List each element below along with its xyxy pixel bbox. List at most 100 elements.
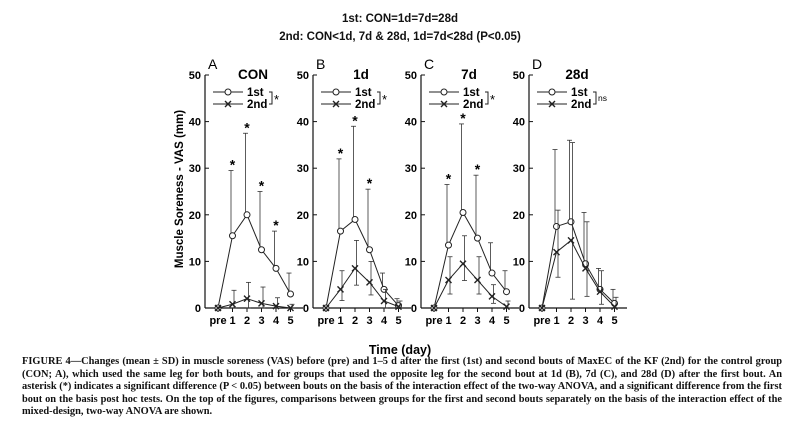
figure-panels: Muscle Soreness - VAS (mm) Time (day) 0 1… (174, 56, 627, 357)
legend-label-1st: 1st (355, 87, 372, 99)
legend-marker-1st (440, 88, 448, 96)
legend-bracket (485, 91, 489, 105)
data-point-2nd (395, 303, 402, 311)
asterisk: * (460, 110, 466, 126)
x-tick-label: 3 (582, 315, 588, 327)
y-tick-label: 10 (297, 256, 309, 268)
x-tick-label: pre (317, 315, 334, 327)
y-tick-label: 20 (405, 210, 417, 222)
legend-marker-2nd (440, 100, 448, 108)
y-tick-label: 0 (303, 303, 309, 315)
header-line-1: 1st: CON=1d=7d=28d (341, 13, 458, 25)
y-axis-title: Muscle Soreness - VAS (mm) (174, 110, 186, 268)
data-point-1st (337, 227, 344, 235)
data-point-1st (351, 215, 359, 223)
data-point-2nd (474, 276, 481, 284)
y-tick-label: 40 (297, 117, 309, 129)
panel-letter: A (208, 56, 218, 72)
data-point-2nd (229, 300, 236, 308)
x-tick-label: pre (425, 315, 442, 327)
x-tick-label: 5 (503, 315, 509, 327)
legend-label-2nd: 2nd (355, 99, 375, 111)
y-tick-label: 20 (297, 210, 309, 222)
panel-letter: B (316, 56, 325, 72)
data-point-2nd (366, 278, 373, 286)
x-tick-label: 1 (445, 315, 451, 327)
header-line-2: 2nd: CON<1d, 7d & 28d, 1d=7d<28d (P<0.05… (279, 31, 521, 43)
y-tick-label: 0 (195, 303, 201, 315)
caption-label: FIGURE 4 (22, 356, 71, 367)
data-point-2nd (445, 276, 452, 284)
legend-bracket (269, 91, 273, 105)
data-point-2nd (459, 260, 467, 268)
x-tick-label: 3 (474, 315, 480, 327)
asterisk: * (230, 157, 236, 173)
legend-significance: * (274, 92, 279, 107)
x-tick-label: 4 (273, 315, 280, 327)
panel-title: 7d (461, 67, 477, 82)
x-tick-label: 5 (287, 315, 293, 327)
data-point-2nd (214, 304, 222, 312)
series-line-2nd (325, 267, 399, 309)
panel-letter: D (532, 56, 542, 72)
data-point-2nd (567, 236, 575, 244)
legend-bracket (593, 91, 597, 105)
legend-label-1st: 1st (247, 87, 264, 99)
data-point-2nd (553, 248, 560, 256)
x-tick-label: pre (533, 315, 550, 327)
asterisk: * (367, 175, 373, 191)
y-tick-label: 50 (405, 70, 417, 82)
y-tick-label: 0 (411, 303, 417, 315)
asterisk: * (446, 171, 452, 187)
panel-letter: C (424, 56, 434, 72)
legend-significance: * (382, 92, 387, 107)
caption-text: —Changes (mean ± SD) in muscle soreness … (22, 356, 782, 418)
series-line-1st (325, 218, 399, 309)
x-tick-label: 5 (395, 315, 401, 327)
series-line-2nd (541, 239, 615, 309)
legend-label-1st: 1st (463, 87, 480, 99)
y-tick-label: 40 (405, 117, 417, 129)
data-point-2nd (243, 295, 251, 303)
x-tick-label: 4 (489, 315, 496, 327)
legend-marker-2nd (332, 100, 340, 108)
data-point-1st (445, 241, 452, 249)
y-tick-label: 50 (297, 70, 309, 82)
x-tick-label: 1 (553, 315, 559, 327)
data-point-2nd (258, 299, 265, 307)
y-tick-label: 0 (519, 303, 525, 315)
data-point-1st (553, 222, 560, 230)
data-point-1st (287, 290, 294, 298)
legend-label-2nd: 2nd (247, 99, 267, 111)
data-point-1st (567, 218, 575, 226)
data-point-1st (366, 246, 373, 254)
data-point-2nd (582, 264, 589, 272)
x-tick-label: 3 (258, 315, 264, 327)
y-tick-label: 10 (513, 256, 525, 268)
y-tick-label: 30 (297, 163, 309, 175)
asterisk: * (475, 161, 481, 177)
x-tick-label: 1 (337, 315, 343, 327)
asterisk: * (352, 112, 358, 128)
data-point-2nd (337, 285, 344, 293)
asterisk: * (273, 217, 279, 233)
series-line-2nd (433, 262, 507, 309)
panel-title: CON (238, 67, 268, 82)
data-point-2nd (380, 297, 388, 305)
data-point-1st (488, 269, 496, 277)
panel-title: 28d (565, 67, 588, 82)
y-tick-label: 50 (189, 70, 201, 82)
panel-title: 1d (353, 67, 369, 82)
x-tick-label: 1 (229, 315, 235, 327)
data-point-1st (229, 232, 236, 240)
series-line-1st (433, 211, 507, 309)
y-tick-label: 30 (405, 163, 417, 175)
y-tick-label: 40 (189, 117, 201, 129)
data-point-2nd (351, 264, 359, 272)
data-point-1st (258, 246, 265, 254)
y-tick-label: 20 (189, 210, 201, 222)
legend-label-2nd: 2nd (463, 99, 483, 111)
